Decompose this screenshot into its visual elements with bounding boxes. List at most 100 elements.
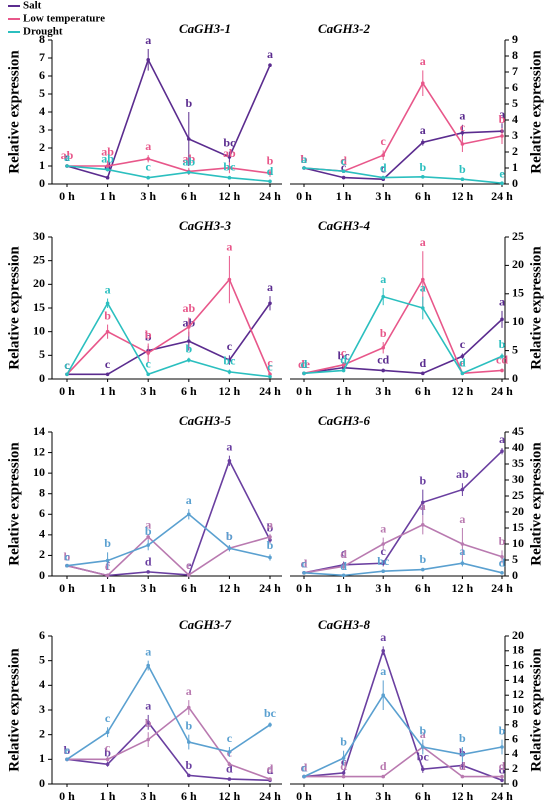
- point-label: d: [267, 164, 274, 178]
- series-line: [303, 277, 503, 375]
- y-tick-label: 25: [33, 252, 45, 266]
- point-label: b: [499, 112, 506, 126]
- panel: 0 1 2 3 4 5 6 7 8 9 0 h 1 h 3 h 6 h 12 h 24 h CaGH3-2 Rel…: [290, 21, 544, 203]
- point: [381, 569, 386, 573]
- chart-title: CaGH3-3: [179, 218, 232, 233]
- series-line: [66, 535, 271, 577]
- x-tick-label: 3 h: [140, 189, 156, 203]
- point-label: a: [420, 123, 426, 137]
- series-line: [303, 318, 503, 375]
- point-label: ab: [223, 146, 236, 160]
- point-label: c: [341, 154, 347, 168]
- point-label: bc: [223, 353, 236, 367]
- point-label: c: [146, 357, 152, 371]
- x-tick-label: 1 h: [336, 581, 352, 595]
- point-label: c: [64, 358, 70, 372]
- point: [268, 555, 272, 560]
- chart-title: CaGH3-8: [318, 617, 371, 632]
- point-label: a: [380, 521, 386, 535]
- point-label: d: [301, 357, 308, 371]
- point-label: c: [64, 743, 70, 757]
- y-tick-label: 35: [512, 456, 524, 470]
- point: [187, 740, 191, 744]
- point-label: b: [104, 536, 111, 550]
- y-tick-label: 20: [512, 504, 524, 518]
- point: [421, 523, 425, 527]
- x-tick-label: 12 h: [452, 189, 474, 203]
- point-label: d: [267, 762, 274, 776]
- y-tick-label: 16: [512, 657, 524, 671]
- chart-title: CaGH3-4: [318, 218, 371, 233]
- point: [341, 363, 346, 367]
- point-label: b: [419, 473, 426, 487]
- point-label: d: [499, 759, 506, 773]
- point-label: d: [499, 556, 506, 570]
- point: [381, 294, 386, 299]
- point-label: b: [499, 723, 506, 737]
- point: [421, 140, 425, 145]
- y-tick-label: 25: [512, 488, 524, 502]
- point-label: b: [185, 758, 192, 772]
- panel: 0 5 10 15 20 25 30 0 h 1 h 3 h 6 h 12 h 24 h CaGH3-3 R…: [6, 218, 282, 398]
- point: [227, 358, 232, 362]
- point: [146, 372, 150, 377]
- point: [105, 762, 110, 767]
- x-tick-label: 12 h: [452, 384, 474, 398]
- point: [146, 720, 150, 725]
- point: [187, 358, 191, 362]
- point-label: cd: [377, 353, 389, 367]
- point-label: ab: [101, 152, 114, 166]
- y-tick-label: 4: [39, 104, 45, 118]
- x-tick-label: 0 h: [59, 189, 75, 203]
- point: [381, 175, 386, 180]
- point-label: d: [380, 161, 387, 175]
- point-label: b: [267, 521, 274, 535]
- y-axis-label: Relative expression: [6, 50, 22, 174]
- point-label: b: [145, 524, 152, 538]
- x-tick-label: 0 h: [296, 384, 312, 398]
- x-tick-label: 1 h: [336, 789, 352, 803]
- point-label: b: [145, 330, 152, 344]
- series-line: [66, 57, 271, 179]
- y-tick-label: 10: [33, 465, 45, 479]
- point: [268, 301, 272, 306]
- point-label: d: [301, 357, 308, 371]
- point: [268, 535, 272, 539]
- point: [500, 368, 504, 373]
- point-label: ab: [101, 144, 114, 158]
- x-tick-label: 6 h: [181, 581, 197, 595]
- panel: 0 5 10 15 20 25 30 35 40 45 0 h 1 h 3 h 6 h 12 h 24 h Ca…: [290, 413, 544, 595]
- point-label: a: [380, 272, 386, 286]
- point-label: a: [380, 664, 386, 678]
- series-line: [66, 458, 271, 577]
- x-tick-label: 24 h: [491, 789, 513, 803]
- y-axis-label: Relative expression: [6, 246, 22, 370]
- chart-title: CaGH3-5: [179, 413, 232, 428]
- point: [302, 371, 306, 376]
- x-tick-label: 24 h: [259, 384, 281, 398]
- y-tick-label: 12: [512, 687, 524, 701]
- x-tick-label: 6 h: [181, 189, 197, 203]
- point: [105, 730, 110, 734]
- point: [381, 649, 386, 653]
- x-tick-label: 1 h: [100, 189, 116, 203]
- point: [421, 745, 425, 749]
- point-label: c: [460, 120, 466, 134]
- point: [381, 542, 386, 546]
- point-label: a: [267, 47, 273, 61]
- point: [105, 558, 110, 563]
- point: [381, 774, 386, 779]
- point: [500, 354, 504, 359]
- series-line: [303, 562, 503, 577]
- x-tick-label: 3 h: [140, 384, 156, 398]
- x-tick-label: 3 h: [140, 789, 156, 803]
- y-tick-label: 2: [39, 140, 45, 154]
- point: [421, 371, 425, 376]
- point: [227, 175, 232, 180]
- point: [105, 301, 110, 306]
- series-line: [66, 301, 271, 378]
- x-tick-label: 3 h: [375, 581, 391, 595]
- x-tick-label: 3 h: [375, 789, 391, 803]
- series-line: [66, 721, 271, 782]
- series-line: [303, 81, 503, 173]
